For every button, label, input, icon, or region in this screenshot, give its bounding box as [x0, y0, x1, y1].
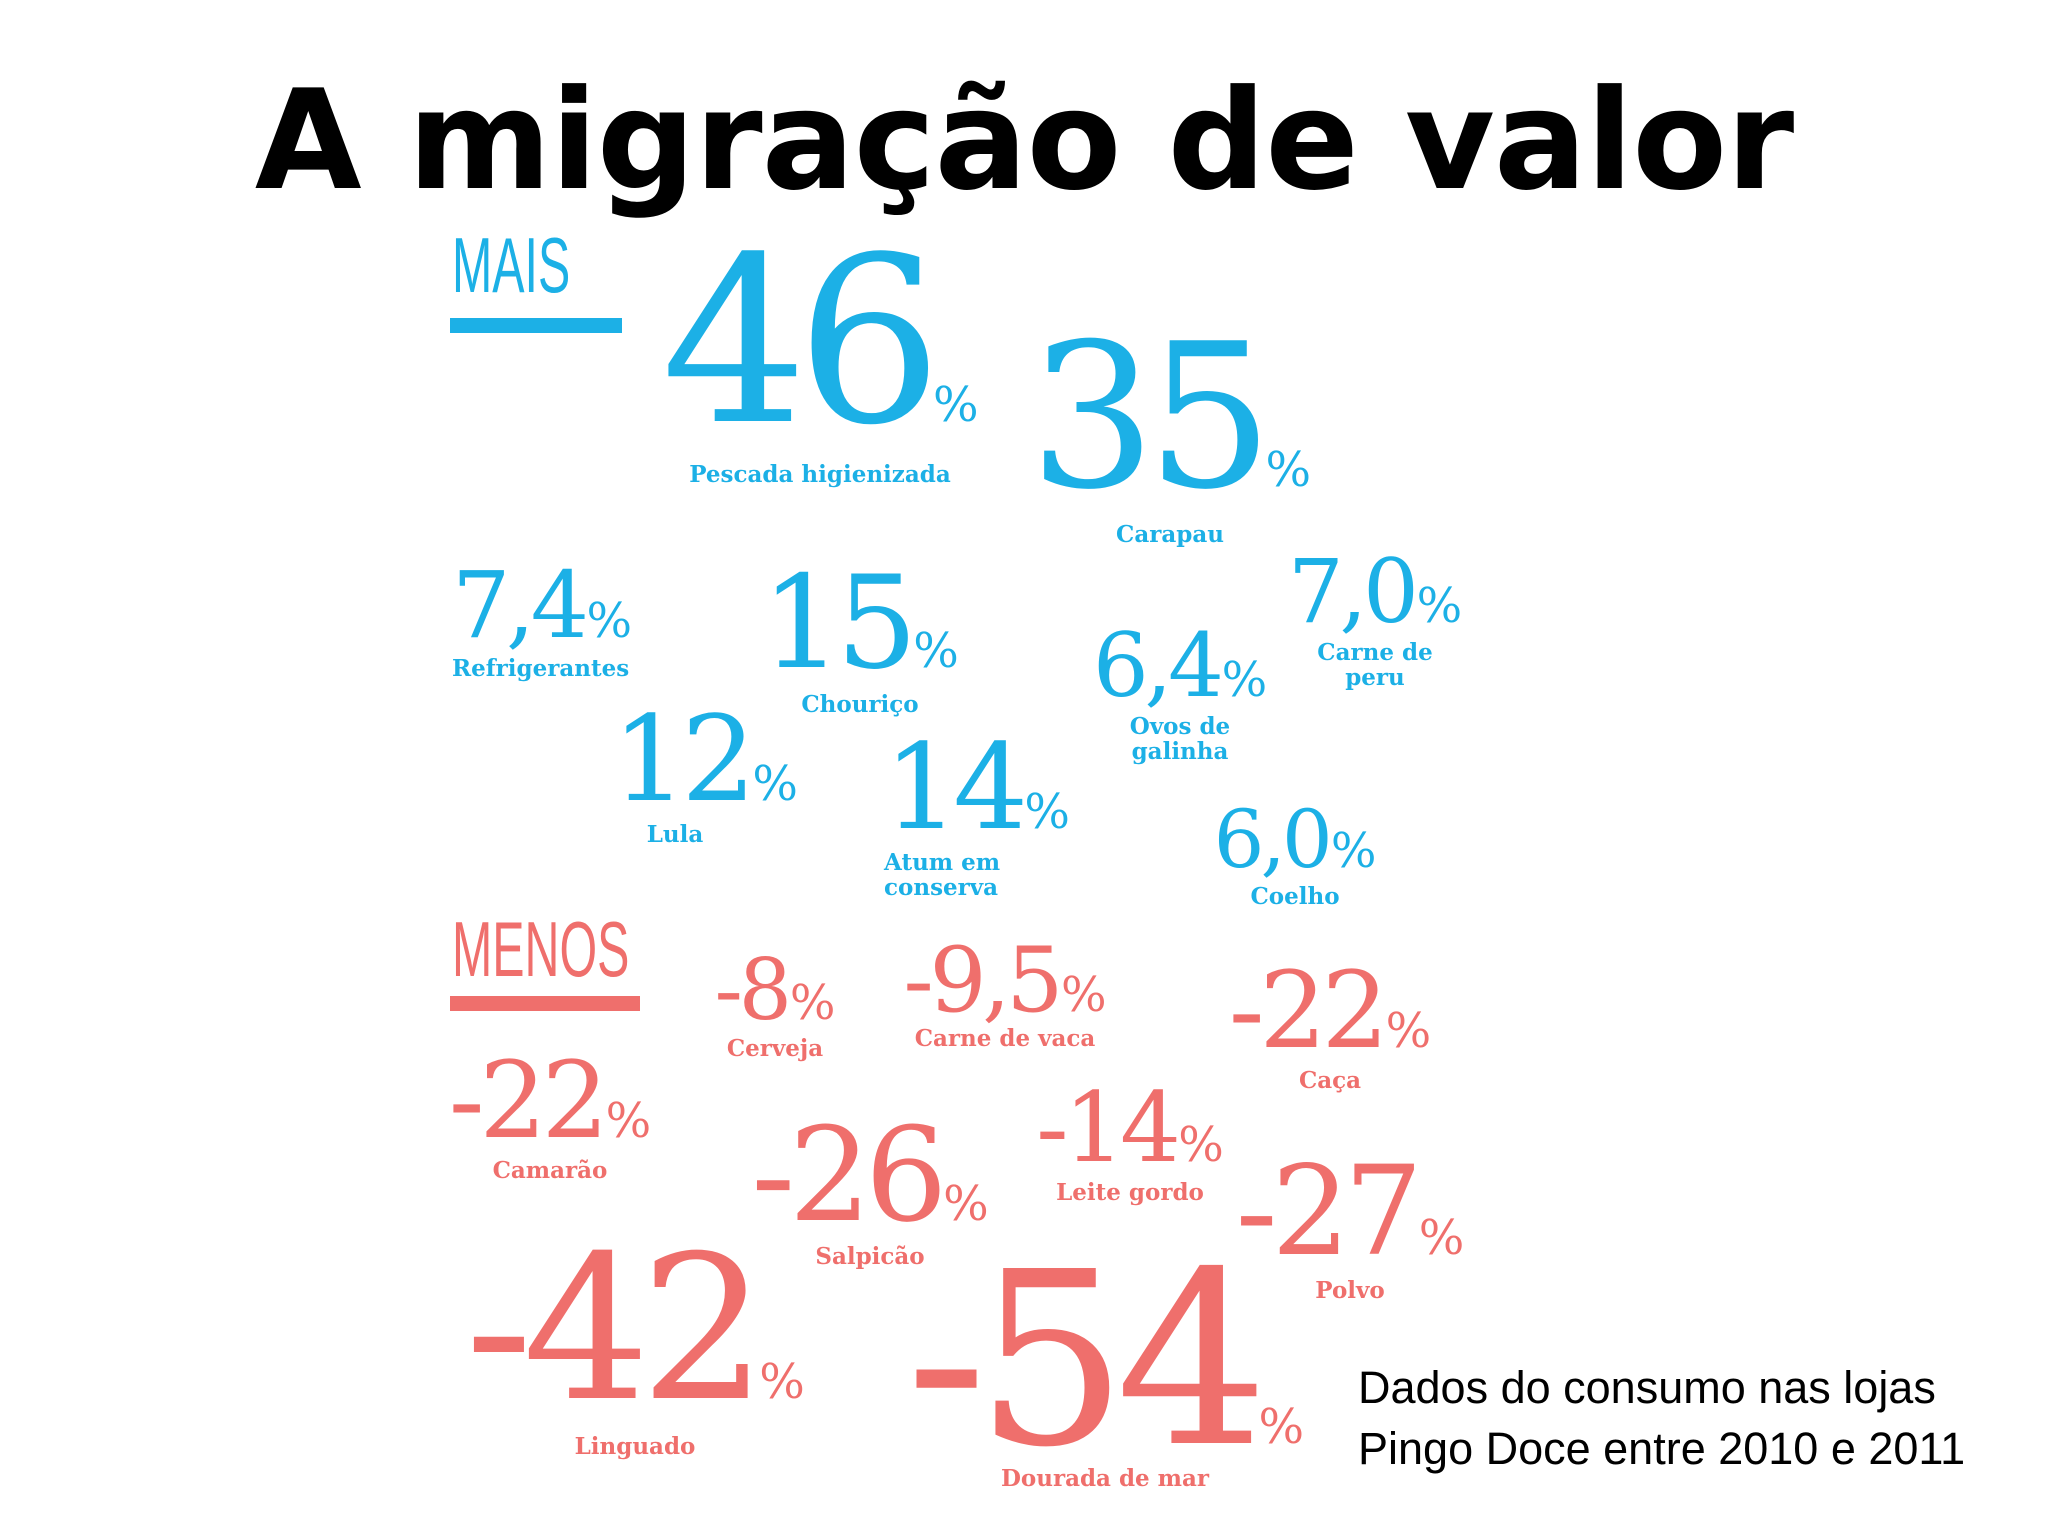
- percent-sign: %: [586, 593, 633, 649]
- stat-cerveja: -8% Cerveja: [700, 948, 850, 1061]
- stat-peru: 7,0% Carne de peru: [1265, 548, 1485, 691]
- stat-label: Atum em conserva: [884, 849, 1001, 902]
- percent-sign: %: [1178, 1117, 1224, 1173]
- stat-label: Chouriço: [801, 691, 919, 718]
- percent-sign: %: [1258, 1399, 1305, 1455]
- page-title: A migração de valor: [254, 60, 1794, 221]
- stat-coelho: 6,0% Coelho: [1195, 793, 1395, 910]
- stat-value: 46: [661, 209, 942, 476]
- percent-sign: %: [1330, 823, 1377, 879]
- menos-section-label: MENOS: [452, 905, 630, 993]
- stat-label: Carne de vaca: [914, 1025, 1096, 1052]
- stat-dourada: -54% Dourada de mar: [890, 1240, 1320, 1491]
- source-note-line-1: Dados do consumo nas lojas: [1358, 1362, 1936, 1413]
- menos-underline: [450, 996, 640, 1011]
- stat-label: Pescada higienizada: [689, 461, 951, 488]
- stat-value: 35: [1028, 301, 1273, 534]
- percent-sign: %: [789, 975, 836, 1031]
- stat-pescada: 46% Pescada higienizada: [620, 209, 1020, 488]
- stat-value: -8: [714, 941, 792, 1039]
- stat-label: Camarão: [492, 1157, 608, 1184]
- stat-caca: -22% Caça: [1195, 949, 1465, 1094]
- stat-label: Salpicão: [815, 1243, 925, 1270]
- stat-label: Linguado: [574, 1433, 696, 1460]
- percent-sign: %: [1060, 967, 1107, 1023]
- stat-camarao: -22% Camarão: [420, 1039, 680, 1184]
- stat-value: 7,0: [1287, 540, 1419, 643]
- stat-label: Polvo: [1315, 1277, 1385, 1304]
- stat-linguado: -42% Linguado: [425, 1213, 845, 1460]
- stat-atum: 14% Atum em conserva: [884, 728, 1114, 901]
- stat-chourico: 15% Chouriço: [740, 549, 980, 718]
- stat-value: -22: [448, 1039, 609, 1162]
- stat-lula: 12% Lula: [590, 700, 820, 847]
- stat-value: 12: [612, 690, 756, 828]
- stat-value: -22: [1228, 949, 1389, 1072]
- stat-value: 6,0: [1213, 793, 1333, 886]
- stat-value: 6,4: [1092, 614, 1224, 717]
- stat-value: -26: [751, 1099, 947, 1251]
- stat-value: 7,4: [452, 552, 589, 659]
- percent-sign: %: [759, 1354, 805, 1410]
- stat-polvo: -27% Polvo: [1220, 1150, 1480, 1303]
- stat-ovos: 6,4% Ovos de galinha: [1070, 622, 1290, 765]
- mais-section-label: MAIS: [452, 221, 571, 309]
- percent-sign: %: [1024, 784, 1070, 840]
- stat-label: Coelho: [1250, 883, 1340, 910]
- stat-leite: -14% Leite gordo: [1015, 1080, 1245, 1205]
- percent-sign: %: [752, 756, 798, 812]
- stat-value: -9,5: [903, 928, 1063, 1033]
- percent-sign: %: [913, 623, 959, 679]
- stat-label: Caça: [1298, 1067, 1362, 1094]
- stat-carne-vaca: -9,5% Carne de vaca: [880, 928, 1130, 1052]
- percent-sign: %: [1416, 578, 1463, 634]
- percent-sign: %: [1418, 1210, 1465, 1266]
- mais-underline: [450, 318, 622, 333]
- stat-label: Dourada de mar: [1000, 1465, 1210, 1492]
- percent-sign: %: [1265, 442, 1312, 498]
- stat-carapau: 35% Carapau: [1010, 301, 1330, 548]
- stat-label: Cerveja: [726, 1035, 824, 1062]
- stat-label: Ovos de galinha: [1129, 713, 1231, 766]
- stat-label: Carapau: [1116, 521, 1224, 548]
- stat-value: -54: [905, 1220, 1269, 1500]
- percent-sign: %: [943, 1176, 989, 1232]
- stat-label: Lula: [646, 821, 704, 848]
- stat-value: -42: [465, 1213, 767, 1446]
- percent-sign: %: [1221, 652, 1268, 708]
- source-note-line-2: Pingo Doce entre 2010 e 2011: [1358, 1422, 1966, 1474]
- stat-value: -27: [1235, 1140, 1423, 1284]
- stat-label: Leite gordo: [1056, 1179, 1204, 1206]
- percent-sign: %: [1385, 1003, 1432, 1059]
- source-note: Dados do consumo nas lojas Pingo Doce en…: [1358, 1358, 1965, 1480]
- stat-value: 14: [884, 718, 1028, 856]
- percent-sign: %: [605, 1093, 652, 1149]
- stat-label: Refrigerantes: [452, 655, 630, 682]
- stat-refrigerantes: 7,4% Refrigerantes: [452, 552, 652, 682]
- stat-value: 15: [761, 549, 917, 698]
- percent-sign: %: [933, 377, 979, 433]
- stat-label: Carne de peru: [1317, 639, 1433, 692]
- stat-value: -14: [1036, 1072, 1181, 1184]
- stat-salpicao: -26% Salpicão: [725, 1110, 1015, 1269]
